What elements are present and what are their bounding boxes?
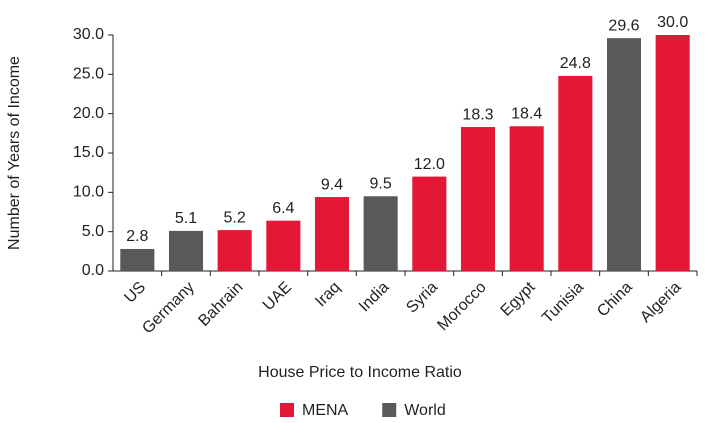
legend-swatch bbox=[280, 403, 294, 417]
x-tick-label: Tunisia bbox=[539, 279, 587, 327]
data-label: 29.6 bbox=[608, 17, 639, 34]
y-tick-label: 30.0 bbox=[73, 26, 104, 43]
bar bbox=[460, 127, 496, 271]
bar bbox=[120, 248, 155, 271]
bar bbox=[412, 176, 447, 271]
data-label: 5.1 bbox=[175, 210, 197, 227]
data-label: 2.8 bbox=[126, 228, 148, 245]
data-label: 9.4 bbox=[321, 176, 343, 193]
legend-label: MENA bbox=[302, 402, 349, 419]
x-tick-label: China bbox=[594, 279, 636, 321]
x-tick-label: Morocco bbox=[434, 279, 489, 334]
x-tick-label: UAE bbox=[260, 279, 295, 314]
y-tick-label: 0.0 bbox=[82, 262, 104, 279]
data-label: 5.2 bbox=[224, 209, 246, 226]
data-label: 30.0 bbox=[657, 14, 688, 31]
bar bbox=[509, 126, 544, 272]
y-tick-label: 15.0 bbox=[73, 144, 104, 161]
data-label: 18.3 bbox=[462, 106, 493, 123]
y-tick-label: 10.0 bbox=[73, 184, 104, 201]
data-label: 9.5 bbox=[370, 175, 392, 192]
x-tick-label: Bahrain bbox=[195, 279, 246, 330]
x-tick-label: India bbox=[356, 279, 393, 316]
data-label: 24.8 bbox=[560, 55, 591, 72]
bar bbox=[363, 196, 398, 271]
y-tick-label: 5.0 bbox=[82, 223, 104, 240]
x-tick-label: Germany bbox=[139, 279, 198, 338]
data-label: 12.0 bbox=[414, 156, 445, 173]
x-tick-label: US bbox=[121, 279, 149, 307]
legend-swatch bbox=[382, 403, 397, 417]
y-tick-label: 25.0 bbox=[73, 66, 104, 83]
bar bbox=[606, 38, 642, 271]
bar bbox=[266, 220, 301, 271]
x-tick-label: Iraq bbox=[312, 279, 344, 311]
y-tick-label: 20.0 bbox=[73, 105, 104, 122]
x-axis-title: House Price to Income Ratio bbox=[258, 364, 462, 381]
bar bbox=[558, 75, 593, 271]
data-label: 18.4 bbox=[511, 105, 542, 122]
bar bbox=[655, 35, 690, 271]
bar bbox=[314, 197, 350, 271]
x-tick-label: Algeria bbox=[637, 279, 684, 326]
bar bbox=[168, 230, 204, 271]
x-tick-label: Egypt bbox=[498, 278, 539, 319]
bar bbox=[217, 230, 252, 271]
x-tick-label: Syria bbox=[403, 279, 441, 317]
legend-label: World bbox=[404, 402, 446, 419]
y-axis-title: Number of Years of Income bbox=[6, 56, 23, 250]
data-label: 6.4 bbox=[272, 200, 294, 217]
